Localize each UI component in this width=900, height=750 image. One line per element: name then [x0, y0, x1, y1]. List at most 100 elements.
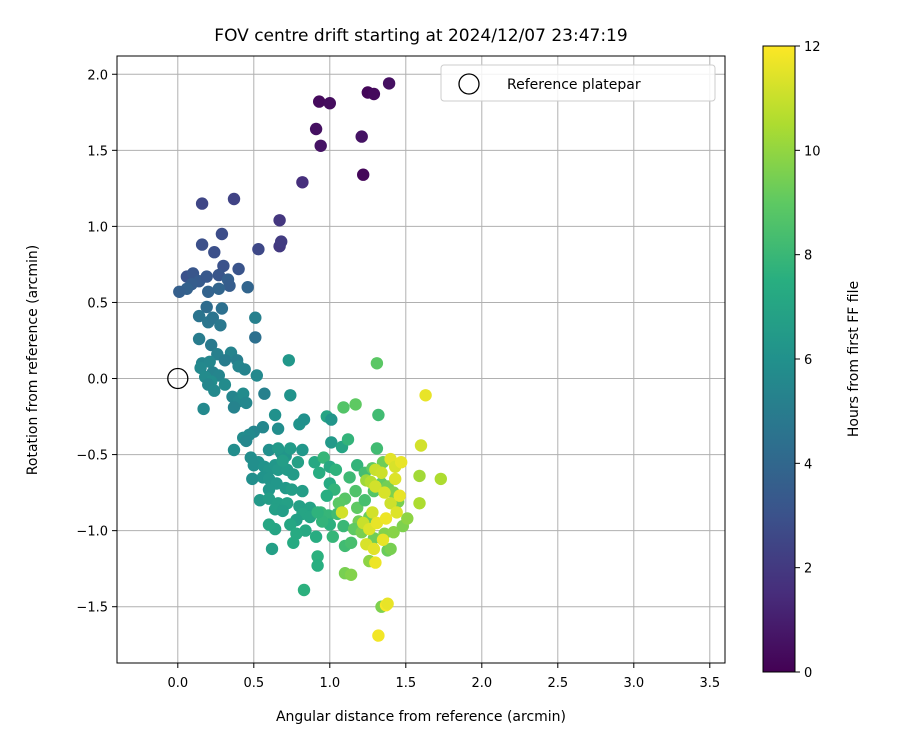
data-point [372, 408, 385, 422]
data-point [197, 402, 210, 416]
y-axis-ticks: −1.5 −1.0 −0.5 0.0 0.5 1.0 1.5 2.0 [76, 68, 117, 616]
data-point [212, 282, 225, 295]
data-point [337, 401, 350, 414]
data-point [262, 443, 276, 457]
data-point [205, 338, 218, 352]
data-point [203, 355, 216, 368]
data-points [173, 77, 447, 642]
data-point [357, 168, 370, 181]
data-point [313, 466, 326, 479]
legend-box [440, 64, 716, 102]
data-point [314, 139, 327, 152]
data-point [382, 77, 396, 90]
colorbar-tick-label: 2 [804, 562, 812, 577]
data-point [344, 536, 358, 549]
data-point [379, 512, 393, 525]
data-point [275, 235, 288, 248]
data-point [215, 227, 229, 241]
data-point [223, 279, 236, 292]
data-point [296, 176, 309, 189]
data-point [325, 436, 338, 449]
data-point [369, 556, 382, 569]
y-tick-label: −1.0 [76, 525, 108, 540]
data-point [309, 530, 323, 543]
y-tick-label: 0.5 [87, 296, 108, 311]
data-point [214, 319, 227, 332]
y-axis-label: Rotation from reference (arcmin) [25, 245, 41, 475]
data-point [200, 300, 213, 314]
data-point [232, 262, 245, 276]
y-tick-label: 1.5 [87, 144, 108, 159]
data-point [250, 369, 263, 382]
x-axis-ticks: 0.0 0.5 1.0 1.5 2.0 2.5 3.0 3.5 [167, 663, 720, 691]
data-point [366, 506, 379, 519]
data-point [218, 378, 232, 391]
data-point [276, 454, 289, 467]
data-point [311, 559, 324, 572]
data-point [387, 526, 400, 539]
colorbar-tick-label: 12 [804, 40, 821, 55]
plot-frame [116, 55, 726, 664]
data-point [413, 497, 426, 510]
data-point [311, 506, 324, 519]
y-tick-label: 2.0 [87, 68, 108, 83]
data-point [341, 433, 355, 446]
data-point [195, 238, 209, 251]
colorbar-ticks: 0 2 4 6 8 10 12 [795, 40, 821, 681]
data-point [323, 97, 336, 110]
data-point [351, 501, 364, 514]
data-point [208, 246, 221, 259]
data-point [413, 469, 426, 483]
data-point [296, 484, 309, 498]
data-point [284, 442, 297, 455]
data-point [337, 519, 350, 533]
data-point [173, 285, 186, 298]
data-point [320, 489, 333, 502]
data-point [247, 459, 260, 472]
legend-reference-label: Reference platepar [507, 77, 641, 93]
data-point [238, 363, 251, 376]
data-point [253, 494, 267, 507]
x-tick-label: 3.0 [623, 676, 644, 691]
data-point [434, 472, 447, 486]
data-point [355, 130, 368, 143]
colorbar-label: Hours from first FF file [846, 281, 862, 437]
data-point [372, 629, 385, 642]
data-point [369, 480, 382, 493]
data-point [276, 504, 289, 518]
x-tick-label: 1.5 [395, 676, 416, 691]
colorbar-tick-label: 0 [804, 666, 812, 681]
data-point [376, 533, 390, 546]
data-point [414, 439, 428, 452]
data-point [202, 285, 215, 298]
x-tick-label: 0.5 [243, 676, 264, 691]
data-point [262, 518, 276, 531]
x-tick-label: 2.0 [471, 676, 492, 691]
data-point [215, 302, 229, 315]
data-point [195, 197, 209, 210]
data-point [246, 472, 259, 486]
data-point [297, 583, 311, 597]
data-point [401, 512, 414, 525]
x-axis-label: Angular distance from reference (arcmin) [276, 709, 566, 725]
colorbar-tick-label: 10 [804, 144, 821, 159]
data-point [282, 354, 295, 367]
data-point [389, 472, 402, 486]
colorbar-tick-label: 4 [804, 457, 812, 472]
data-point [249, 331, 262, 344]
data-point [317, 451, 330, 464]
data-point [358, 494, 371, 507]
data-point [241, 281, 254, 294]
data-point [367, 542, 381, 556]
data-point [271, 442, 285, 455]
data-point [284, 389, 297, 402]
data-point [208, 384, 221, 397]
data-point [291, 456, 305, 469]
data-point [367, 87, 381, 101]
colorbar-tick-label: 6 [804, 353, 812, 368]
reference-point [167, 367, 189, 390]
data-point [381, 597, 394, 610]
data-point [258, 387, 271, 400]
data-point [273, 214, 286, 227]
